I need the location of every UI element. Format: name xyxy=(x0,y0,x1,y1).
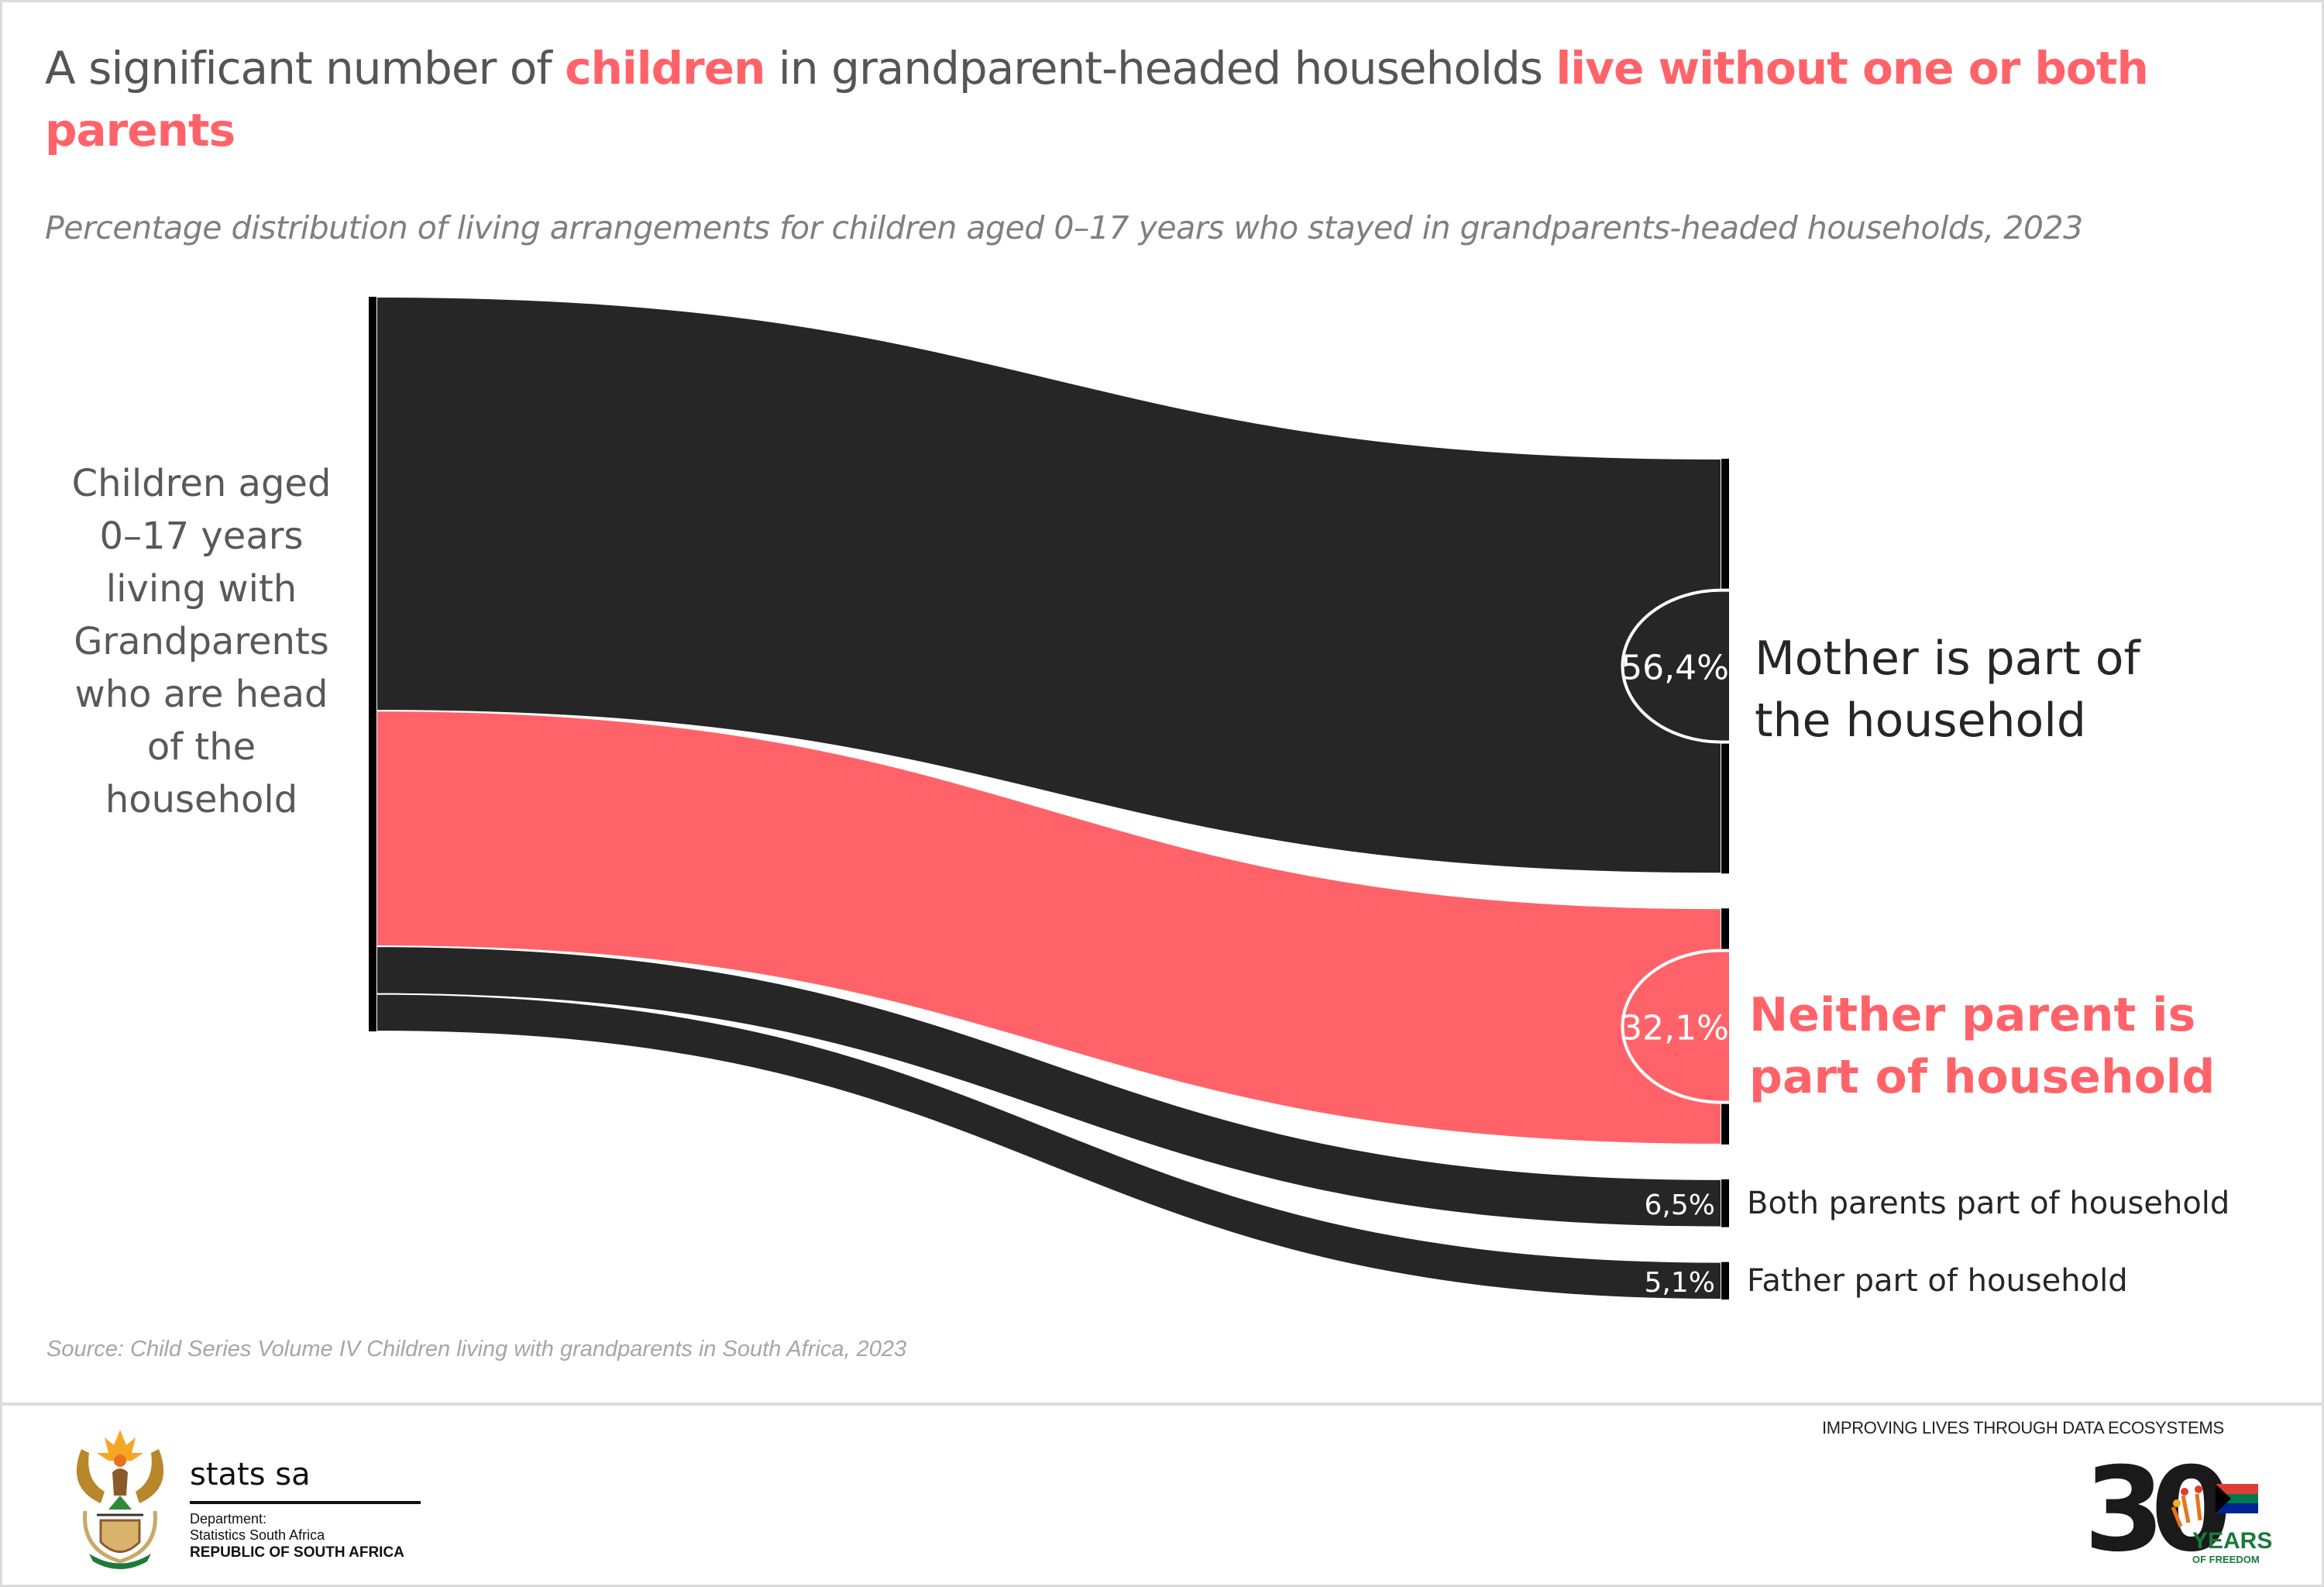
value-label: 6,5% xyxy=(1645,1189,1715,1221)
30-years-freedom-logo: 30 xyxy=(2084,1449,2258,1565)
value-callout-ellipse xyxy=(1621,588,1729,744)
title-text: in grandparent-headed households xyxy=(765,42,1556,95)
target-label-neither: Neither parent is part of household xyxy=(1749,988,2216,1104)
org-rule xyxy=(190,1501,421,1504)
source-node-label: Children aged 0–17 years living with Gra… xyxy=(71,462,332,821)
dept-label: Department: xyxy=(190,1511,267,1527)
anniversary-years: YEARS xyxy=(2192,1528,2273,1554)
target-label-both: Both parents part of household xyxy=(1747,1186,2230,1221)
sankey-target-node xyxy=(1721,1262,1729,1300)
source-note: Source: Child Series Volume IV Children … xyxy=(46,1337,907,1362)
chart-subtitle: Percentage distribution of living arrang… xyxy=(45,209,2083,246)
page-title: A significant number of children in gran… xyxy=(45,37,2260,161)
target-label-mother: Mother is part of the household xyxy=(1755,632,2140,748)
title-highlight: live without one or both parents xyxy=(45,42,2149,157)
sa-flag-icon xyxy=(2216,1484,2258,1513)
tagline: IMPROVING LIVES THROUGH DATA ECOSYSTEMS xyxy=(1822,1418,2224,1437)
people-icon xyxy=(2171,1485,2202,1527)
sankey-flow xyxy=(376,945,1722,1228)
value-label: 5,1% xyxy=(1645,1267,1715,1299)
stats-sa-logo: stats sa Department: Statistics South Af… xyxy=(58,1418,438,1573)
org-name: stats sa xyxy=(190,1457,311,1492)
anniversary-subtitle: OF FREEDOM xyxy=(2192,1554,2260,1565)
title-highlight: children xyxy=(565,42,765,95)
country-name: REPUBLIC OF SOUTH AFRICA xyxy=(190,1544,404,1561)
value-label: 56,4% xyxy=(1621,649,1729,688)
sankey-source-node xyxy=(369,297,376,1031)
footer-divider xyxy=(0,1403,2324,1406)
value-label: 32,1% xyxy=(1621,1009,1729,1048)
target-label-father: Father part of household xyxy=(1747,1263,2128,1299)
title-text: A significant number of xyxy=(45,42,566,95)
coat-of-arms-icon xyxy=(76,1430,164,1569)
anniversary-number: 30 xyxy=(2084,1449,2226,1565)
sankey-chart: 56,4% 32,1% 6,5% 5,1% xyxy=(369,295,1729,1301)
sankey-target-node xyxy=(1721,1179,1729,1227)
dept-name: Statistics South Africa xyxy=(190,1527,325,1543)
value-callout-ellipse xyxy=(1621,948,1729,1104)
